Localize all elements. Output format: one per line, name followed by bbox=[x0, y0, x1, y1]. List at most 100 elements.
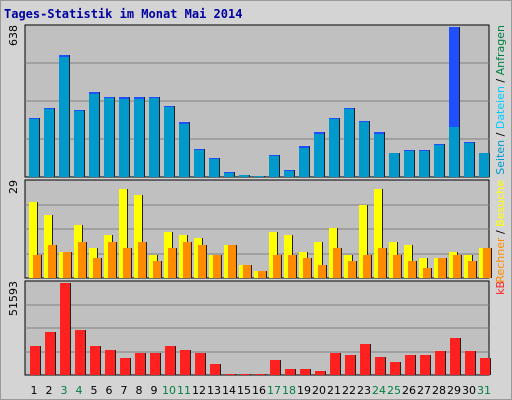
bar-rechner-day-18 bbox=[288, 255, 296, 278]
bar-kb-day-26 bbox=[405, 355, 415, 375]
bar-kb-day-30 bbox=[465, 351, 475, 375]
bar-kb-day-25 bbox=[390, 362, 400, 375]
bar-kb-day-18 bbox=[285, 369, 295, 375]
bar-seiten-day-9 bbox=[149, 98, 159, 177]
bar-seiten-day-14 bbox=[224, 173, 234, 177]
x-tick-label-day-19: 19 bbox=[297, 384, 311, 397]
y-max-label-middle: 29 bbox=[7, 180, 20, 194]
x-tick-label-day-9: 9 bbox=[151, 384, 158, 397]
bar-seiten-day-5 bbox=[89, 94, 99, 177]
bar-seiten-day-31 bbox=[479, 153, 489, 177]
bar-seiten-day-23 bbox=[359, 122, 369, 177]
bar-seiten-day-19 bbox=[299, 148, 309, 177]
bar-rechner-day-24 bbox=[378, 248, 386, 278]
bar-rechner-day-14 bbox=[228, 245, 236, 278]
x-tick-label-day-24: 24 bbox=[372, 384, 386, 397]
x-tick-label-day-20: 20 bbox=[312, 384, 326, 397]
bar-kb-day-1 bbox=[30, 346, 40, 375]
bar-seiten-day-10 bbox=[164, 107, 174, 177]
bar-kb-day-10 bbox=[165, 346, 175, 375]
x-tick-label-day-4: 4 bbox=[76, 384, 83, 397]
chart-title: Tages-Statistik im Monat Mai 2014 bbox=[4, 7, 243, 21]
bar-rechner-day-25 bbox=[393, 255, 401, 278]
bar-kb-day-23 bbox=[360, 344, 370, 375]
bar-seiten-day-11 bbox=[179, 124, 189, 177]
x-tick-label-day-23: 23 bbox=[357, 384, 371, 397]
bar-seiten-day-20 bbox=[314, 134, 324, 177]
bar-kb-day-8 bbox=[135, 353, 145, 375]
x-tick-label-day-1: 1 bbox=[31, 384, 38, 397]
bar-kb-day-11 bbox=[180, 350, 190, 375]
bar-rechner-day-28 bbox=[438, 258, 446, 278]
bar-seiten-day-25 bbox=[389, 153, 399, 177]
x-tick-label-day-3: 3 bbox=[61, 384, 68, 397]
x-tick-label-day-17: 17 bbox=[267, 384, 281, 397]
bar-kb-day-22 bbox=[345, 355, 355, 375]
bar-kb-day-4 bbox=[75, 330, 85, 375]
bar-rechner-day-12 bbox=[198, 245, 206, 278]
x-tick-label-day-16: 16 bbox=[252, 384, 266, 397]
bar-seiten-day-4 bbox=[74, 111, 84, 177]
x-tick-label-day-13: 13 bbox=[207, 384, 221, 397]
bar-seiten-day-13 bbox=[209, 159, 219, 177]
bar-rechner-day-6 bbox=[108, 242, 116, 278]
x-tick-label-day-22: 22 bbox=[342, 384, 356, 397]
bar-kb-day-31 bbox=[480, 358, 490, 375]
x-tick-label-day-18: 18 bbox=[282, 384, 296, 397]
bar-seiten-day-29 bbox=[449, 127, 459, 177]
legend-part: Anfragen bbox=[494, 25, 507, 75]
bar-kb-day-13 bbox=[210, 364, 220, 375]
bar-kb-day-19 bbox=[300, 369, 310, 375]
bar-rechner-day-8 bbox=[138, 242, 146, 278]
x-tick-label-day-6: 6 bbox=[106, 384, 113, 397]
bar-besuche-day-20 bbox=[314, 242, 322, 278]
legend-label-middle: Rechner / Besuche bbox=[494, 180, 507, 283]
bar-rechner-day-26 bbox=[408, 261, 416, 278]
bar-rechner-day-10 bbox=[168, 248, 176, 278]
bar-seiten-day-24 bbox=[374, 134, 384, 177]
bar-kb-day-20 bbox=[315, 371, 325, 375]
bar-besuche-day-7 bbox=[119, 189, 127, 278]
bar-seiten-day-3 bbox=[59, 57, 69, 177]
x-tick-label-day-28: 28 bbox=[432, 384, 446, 397]
bar-seiten-day-7 bbox=[119, 99, 129, 177]
bar-rechner-day-9 bbox=[153, 261, 161, 278]
x-tick-label-day-2: 2 bbox=[46, 384, 53, 397]
bar-seiten-day-12 bbox=[194, 150, 204, 177]
bar-kb-day-21 bbox=[330, 353, 340, 375]
legend-part: Dateien bbox=[494, 86, 507, 129]
bar-besuche-day-8 bbox=[134, 195, 142, 278]
bar-seiten-day-8 bbox=[134, 99, 144, 177]
bar-rechner-day-15 bbox=[243, 265, 251, 278]
x-tick-label-day-21: 21 bbox=[327, 384, 341, 397]
bar-rechner-day-29 bbox=[453, 255, 461, 278]
bar-seiten-day-1 bbox=[29, 119, 39, 177]
bar-seiten-day-2 bbox=[44, 109, 54, 177]
bar-seiten-day-28 bbox=[434, 145, 444, 177]
bar-kb-day-6 bbox=[105, 350, 115, 375]
bar-kb-day-12 bbox=[195, 353, 205, 375]
bar-kb-day-14 bbox=[225, 374, 235, 375]
legend-part: kB bbox=[494, 281, 507, 295]
bar-seiten-day-6 bbox=[104, 98, 114, 177]
bar-kb-day-5 bbox=[90, 346, 100, 375]
bar-besuche-day-1 bbox=[29, 202, 37, 278]
bar-besuche-day-24 bbox=[374, 189, 382, 278]
bar-kb-day-27 bbox=[420, 355, 430, 375]
legend-part: / bbox=[494, 227, 507, 238]
bar-seiten-day-22 bbox=[344, 109, 354, 177]
bar-rechner-day-22 bbox=[348, 261, 356, 278]
bar-rechner-day-5 bbox=[93, 258, 101, 278]
x-tick-label-day-30: 30 bbox=[462, 384, 476, 397]
legend-label-bottom: kB bbox=[494, 281, 507, 295]
x-tick-label-day-15: 15 bbox=[237, 384, 251, 397]
bar-rechner-day-3 bbox=[63, 252, 71, 278]
bar-seiten-day-30 bbox=[464, 143, 474, 177]
bar-seiten-day-18 bbox=[284, 171, 294, 177]
bar-kb-day-16 bbox=[255, 374, 265, 375]
bar-seiten-day-21 bbox=[329, 119, 339, 177]
bar-kb-day-2 bbox=[45, 332, 55, 375]
x-tick-label-day-14: 14 bbox=[222, 384, 236, 397]
x-tick-label-day-31: 31 bbox=[477, 384, 491, 397]
